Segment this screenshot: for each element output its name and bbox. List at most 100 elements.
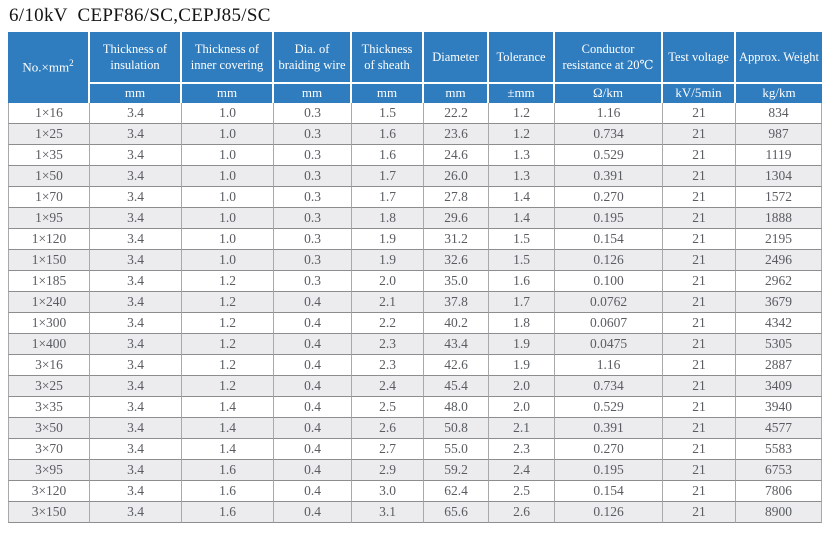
size-cell: 3×35 xyxy=(8,397,90,418)
value-cell: 1.9 xyxy=(352,250,424,271)
value-cell: 1.4 xyxy=(182,397,274,418)
value-cell: 3.4 xyxy=(90,460,182,481)
value-cell: 1.8 xyxy=(489,313,555,334)
value-cell: 21 xyxy=(663,250,736,271)
value-cell: 1.0 xyxy=(182,229,274,250)
value-cell: 3.4 xyxy=(90,250,182,271)
value-cell: 2.9 xyxy=(352,460,424,481)
table-row: 1×400 3.4 1.2 0.4 2.3 43.4 1.9 0.0475 21 5305 xyxy=(8,334,822,355)
value-cell: 1.4 xyxy=(182,418,274,439)
value-cell: 3.4 xyxy=(90,229,182,250)
value-cell: 0.4 xyxy=(274,439,352,460)
table-body: 1×16 3.4 1.0 0.3 1.5 22.2 1.2 1.16 21 834 1×25 3.4 1… xyxy=(8,103,822,523)
value-cell: 2.2 xyxy=(352,313,424,334)
value-cell: 0.4 xyxy=(274,481,352,502)
value-cell: 6753 xyxy=(736,460,822,481)
value-cell: 2.4 xyxy=(489,460,555,481)
table-row: 3×50 3.4 1.4 0.4 2.6 50.8 2.1 0.391 21 4577 xyxy=(8,418,822,439)
value-cell: 1.5 xyxy=(489,250,555,271)
value-cell: 3.4 xyxy=(90,418,182,439)
value-cell: 3.4 xyxy=(90,334,182,355)
value-cell: 3.4 xyxy=(90,481,182,502)
table-row: 3×35 3.4 1.4 0.4 2.5 48.0 2.0 0.529 21 3940 xyxy=(8,397,822,418)
value-cell: 2.3 xyxy=(352,355,424,376)
table-row: 1×185 3.4 1.2 0.3 2.0 35.0 1.6 0.100 21 2962 xyxy=(8,271,822,292)
value-cell: 1.3 xyxy=(489,166,555,187)
value-cell: 3.0 xyxy=(352,481,424,502)
col-header-sheath: Thickness of sheath xyxy=(352,32,424,84)
size-cell: 1×400 xyxy=(8,334,90,355)
unit-braiding-wire: mm xyxy=(274,84,352,103)
value-cell: 1.3 xyxy=(489,145,555,166)
size-cell: 1×240 xyxy=(8,292,90,313)
table-row: 1×25 3.4 1.0 0.3 1.6 23.6 1.2 0.734 21 987 xyxy=(8,124,822,145)
value-cell: 21 xyxy=(663,145,736,166)
value-cell: 3.4 xyxy=(90,439,182,460)
col-header-size: No.×mm2 xyxy=(8,32,90,103)
size-cell: 1×300 xyxy=(8,313,90,334)
value-cell: 1.2 xyxy=(182,313,274,334)
table-header: No.×mm2 Thickness of insulation Thicknes… xyxy=(8,32,822,103)
value-cell: 1.16 xyxy=(555,355,663,376)
table-row: 1×95 3.4 1.0 0.3 1.8 29.6 1.4 0.195 21 1888 xyxy=(8,208,822,229)
value-cell: 1.16 xyxy=(555,103,663,124)
col-header-insulation: Thickness of insulation xyxy=(90,32,182,84)
table-row: 3×16 3.4 1.2 0.4 2.3 42.6 1.9 1.16 21 2887 xyxy=(8,355,822,376)
value-cell: 1.0 xyxy=(182,124,274,145)
value-cell: 1.5 xyxy=(489,229,555,250)
unit-diameter: mm xyxy=(424,84,489,103)
value-cell: 2.0 xyxy=(489,397,555,418)
value-cell: 834 xyxy=(736,103,822,124)
size-cell: 1×150 xyxy=(8,250,90,271)
value-cell: 59.2 xyxy=(424,460,489,481)
value-cell: 0.195 xyxy=(555,208,663,229)
value-cell: 0.3 xyxy=(274,271,352,292)
value-cell: 62.4 xyxy=(424,481,489,502)
value-cell: 21 xyxy=(663,103,736,124)
size-cell: 1×16 xyxy=(8,103,90,124)
col-header-diameter: Diameter xyxy=(424,32,489,84)
value-cell: 1.4 xyxy=(182,439,274,460)
header-label-row: No.×mm2 Thickness of insulation Thicknes… xyxy=(8,32,822,103)
value-cell: 0.4 xyxy=(274,355,352,376)
spec-table: No.×mm2 Thickness of insulation Thicknes… xyxy=(8,32,822,523)
value-cell: 43.4 xyxy=(424,334,489,355)
value-cell: 1.0 xyxy=(182,187,274,208)
table-row: 1×35 3.4 1.0 0.3 1.6 24.6 1.3 0.529 21 1119 xyxy=(8,145,822,166)
size-header-label: No.×mm xyxy=(22,59,70,75)
size-cell: 3×95 xyxy=(8,460,90,481)
value-cell: 31.2 xyxy=(424,229,489,250)
unit-weight: kg/km xyxy=(736,84,822,103)
value-cell: 0.270 xyxy=(555,439,663,460)
value-cell: 0.3 xyxy=(274,166,352,187)
value-cell: 21 xyxy=(663,313,736,334)
value-cell: 21 xyxy=(663,460,736,481)
value-cell: 3.4 xyxy=(90,124,182,145)
value-cell: 55.0 xyxy=(424,439,489,460)
value-cell: 0.3 xyxy=(274,250,352,271)
value-cell: 21 xyxy=(663,502,736,523)
value-cell: 3.4 xyxy=(90,292,182,313)
value-cell: 0.734 xyxy=(555,376,663,397)
value-cell: 0.734 xyxy=(555,124,663,145)
value-cell: 3.4 xyxy=(90,397,182,418)
size-cell: 3×70 xyxy=(8,439,90,460)
value-cell: 50.8 xyxy=(424,418,489,439)
value-cell: 21 xyxy=(663,124,736,145)
value-cell: 21 xyxy=(663,355,736,376)
value-cell: 0.4 xyxy=(274,397,352,418)
unit-insulation: mm xyxy=(90,84,182,103)
value-cell: 987 xyxy=(736,124,822,145)
value-cell: 2887 xyxy=(736,355,822,376)
value-cell: 1.2 xyxy=(182,376,274,397)
value-cell: 0.4 xyxy=(274,292,352,313)
value-cell: 2.5 xyxy=(489,481,555,502)
value-cell: 0.3 xyxy=(274,124,352,145)
value-cell: 3409 xyxy=(736,376,822,397)
value-cell: 0.4 xyxy=(274,334,352,355)
size-header-sup: 2 xyxy=(69,58,74,69)
value-cell: 3.4 xyxy=(90,271,182,292)
col-header-test-voltage: Test voltage xyxy=(663,32,736,84)
unit-test-voltage: kV/5min xyxy=(663,84,736,103)
value-cell: 0.3 xyxy=(274,145,352,166)
